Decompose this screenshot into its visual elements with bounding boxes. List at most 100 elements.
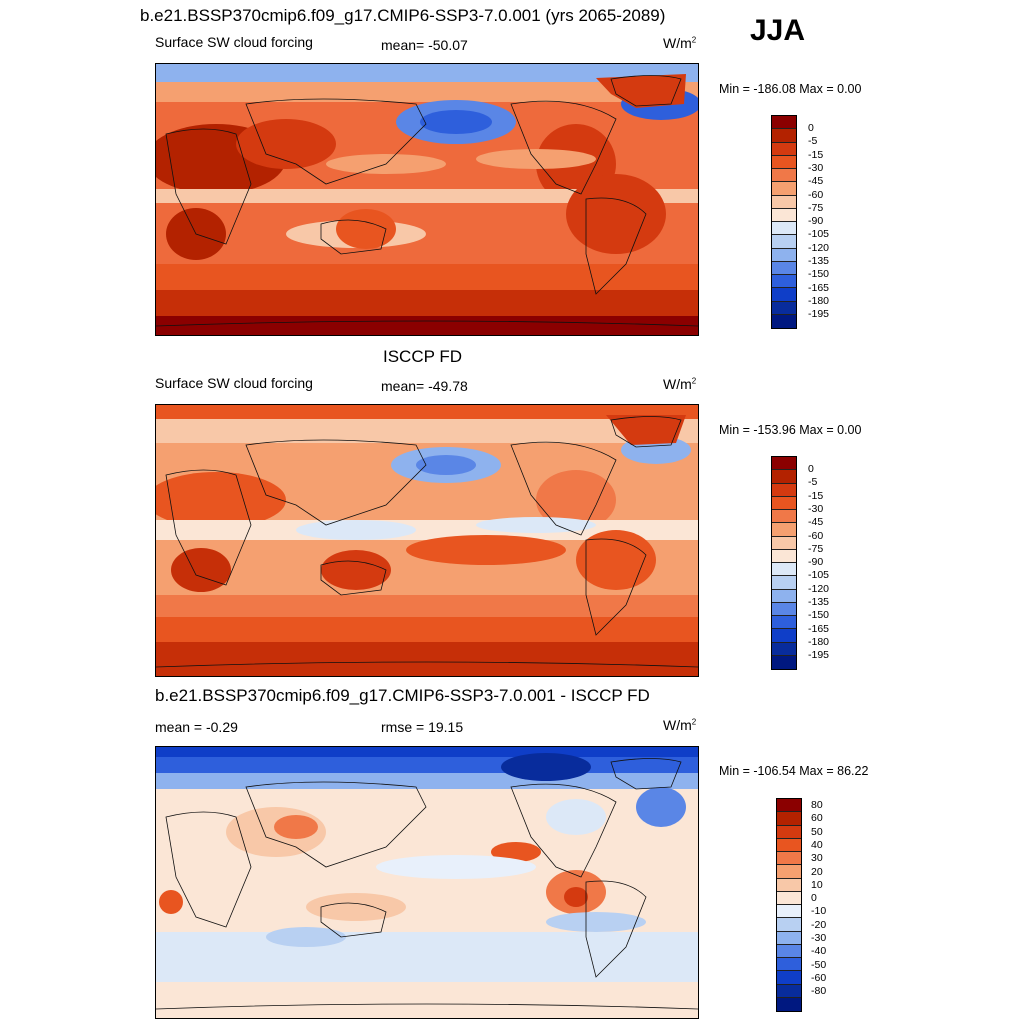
- colorbar-label: -75: [808, 201, 824, 214]
- colorbar-label: 80: [811, 799, 823, 811]
- colorbar-label: -195: [808, 308, 830, 321]
- colorbar-label: -45: [808, 175, 824, 188]
- colorbar-swatch: [772, 549, 796, 563]
- colorbar-label: -90: [808, 556, 824, 569]
- colorbar-swatch: [772, 116, 796, 130]
- colorbar-label: -150: [808, 268, 830, 281]
- colorbar-swatch: [777, 799, 801, 813]
- panel-obs-units: W/m2: [663, 376, 697, 392]
- colorbar-swatch: [777, 997, 801, 1011]
- colorbar-swatch: [777, 838, 801, 852]
- colorbar-label: -15: [808, 148, 824, 161]
- panel-obs-colorbar-boxes: [772, 457, 796, 669]
- colorbar-swatch: [777, 918, 801, 932]
- colorbar-label: -135: [808, 255, 830, 267]
- colorbar-label: -135: [808, 596, 830, 608]
- panel-diff-colorbar: [776, 798, 802, 1012]
- colorbar-label: -75: [808, 542, 824, 555]
- colorbar-label: 50: [811, 825, 823, 838]
- colorbar-label: -5: [808, 476, 818, 489]
- colorbar-swatch: [772, 457, 796, 471]
- panel-diff-minmax: Min = -106.54 Max = 86.22: [719, 764, 869, 778]
- colorbar-label: -60: [808, 188, 824, 201]
- panel-diff-rmse: rmse = 19.15: [381, 719, 464, 735]
- colorbar-swatch: [772, 629, 796, 643]
- colorbar-label: -5: [808, 135, 818, 148]
- colorbar-label: -30: [808, 502, 824, 515]
- colorbar-label: -120: [808, 241, 830, 254]
- colorbar-swatch: [772, 576, 796, 590]
- panel-diff-mean: mean = -0.29: [155, 719, 238, 735]
- colorbar-label: -105: [808, 228, 830, 241]
- panel-diff-title: b.e21.BSSP370cmip6.f09_g17.CMIP6-SSP3-7.…: [155, 686, 650, 705]
- colorbar-label: -50: [811, 958, 827, 971]
- colorbar-swatch: [772, 142, 796, 156]
- colorbar-label: -90: [808, 215, 824, 228]
- colorbar-label: -30: [811, 932, 827, 944]
- colorbar-swatch: [772, 275, 796, 289]
- colorbar-swatch: [777, 852, 801, 866]
- colorbar-label: -15: [808, 489, 824, 502]
- colorbar-label: -150: [808, 609, 830, 622]
- colorbar-swatch: [777, 944, 801, 958]
- colorbar-swatch: [772, 602, 796, 616]
- colorbar-swatch: [772, 301, 796, 315]
- colorbar-label: -105: [808, 569, 830, 582]
- panel-diff-map: [155, 746, 699, 1019]
- colorbar-label: -195: [808, 649, 830, 662]
- panel-obs-title: ISCCP FD: [383, 347, 463, 366]
- colorbar-label: -120: [808, 582, 830, 595]
- panel-model-colorbar: [771, 115, 797, 329]
- panel-model-units: W/m2: [663, 35, 697, 51]
- panel-diff-colorbar-boxes: [777, 799, 801, 1011]
- colorbar-label: -10: [811, 905, 827, 918]
- colorbar-swatch: [772, 510, 796, 524]
- colorbar-label: 0: [808, 122, 814, 134]
- panel-obs-field-label: Surface SW cloud forcing: [155, 375, 313, 391]
- colorbar-label: 0: [811, 892, 817, 905]
- colorbar-label: 10: [811, 878, 823, 891]
- colorbar-swatch: [777, 971, 801, 985]
- panel-model-field-label: Surface SW cloud forcing: [155, 34, 313, 50]
- panel-model-colorbar-boxes: [772, 116, 796, 328]
- colorbar-label: -30: [808, 161, 824, 174]
- colorbar-label: -165: [808, 622, 830, 635]
- panel-obs-mean: mean= -49.78: [381, 378, 468, 394]
- colorbar-swatch: [777, 958, 801, 972]
- colorbar-swatch: [772, 195, 796, 209]
- panel-diff-units: W/m2: [663, 717, 697, 733]
- colorbar-swatch: [772, 642, 796, 656]
- colorbar-label: 20: [811, 865, 823, 878]
- colorbar-label: -60: [808, 529, 824, 542]
- colorbar-swatch: [772, 470, 796, 484]
- colorbar-swatch: [772, 314, 796, 328]
- colorbar-swatch: [772, 155, 796, 169]
- colorbar-swatch: [772, 496, 796, 510]
- colorbar-label: 60: [811, 812, 823, 825]
- colorbar-swatch: [772, 208, 796, 222]
- colorbar-swatch: [772, 523, 796, 537]
- panel-model-mean: mean= -50.07: [381, 37, 468, 53]
- colorbar-swatch: [772, 129, 796, 143]
- panel-model-title: b.e21.BSSP370cmip6.f09_g17.CMIP6-SSP3-7.…: [140, 6, 666, 25]
- colorbar-label: -20: [811, 918, 827, 931]
- colorbar-label: 0: [808, 463, 814, 475]
- colorbar-swatch: [772, 248, 796, 262]
- colorbar-swatch: [772, 235, 796, 249]
- colorbar-swatch: [772, 222, 796, 236]
- season-label: JJA: [750, 14, 806, 47]
- colorbar-label: 30: [811, 852, 823, 865]
- colorbar-swatch: [777, 865, 801, 879]
- colorbar-label: -80: [811, 985, 827, 998]
- colorbar-swatch: [772, 536, 796, 550]
- colorbar-swatch: [772, 261, 796, 275]
- panel-model-map: [155, 63, 699, 336]
- panel-obs-minmax: Min = -153.96 Max = 0.00: [719, 423, 862, 437]
- colorbar-label: -45: [808, 516, 824, 529]
- colorbar-swatch: [772, 169, 796, 183]
- colorbar-swatch: [777, 984, 801, 998]
- colorbar-label: -60: [811, 971, 827, 984]
- colorbar-swatch: [772, 616, 796, 630]
- colorbar-swatch: [777, 891, 801, 905]
- colorbar-swatch: [777, 931, 801, 945]
